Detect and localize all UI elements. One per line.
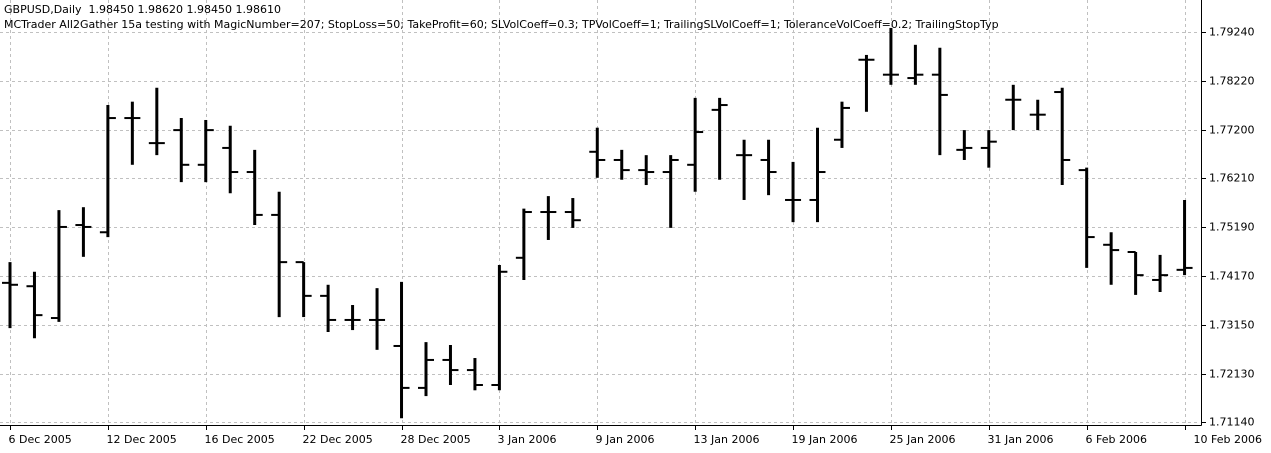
x-tick-label: 9 Jan 2006 [596, 433, 655, 446]
x-tick-label: 12 Dec 2005 [107, 433, 177, 446]
x-tick-label: 13 Jan 2006 [694, 433, 760, 446]
y-tick-label: 1.78220 [1209, 75, 1255, 88]
x-tick-label: 10 Feb 2006 [1194, 433, 1262, 446]
x-tick-label: 28 Dec 2005 [401, 433, 471, 446]
header: GBPUSD,Daily 1.98450 1.98620 1.98450 1.9… [4, 3, 999, 31]
y-tick-label: 1.76210 [1209, 172, 1255, 185]
x-tick-label: 19 Jan 2006 [792, 433, 858, 446]
y-tick-label: 1.79240 [1209, 26, 1255, 39]
y-tick-label: 1.72130 [1209, 368, 1255, 381]
x-tick-label: 3 Jan 2006 [498, 433, 557, 446]
y-tick-label: 1.71140 [1209, 416, 1255, 429]
chart-subtitle: MCTrader All2Gather 15a testing with Mag… [4, 18, 999, 31]
x-tick-label: 16 Dec 2005 [205, 433, 275, 446]
y-tick-label: 1.73150 [1209, 319, 1255, 332]
chart-title: GBPUSD,Daily 1.98450 1.98620 1.98450 1.9… [4, 3, 281, 16]
bars [2, 27, 1193, 419]
axes: 1.71140 1.72130 1.73150 1.74170 1.75190 1.762… [0, 0, 1262, 446]
x-tick-label: 31 Jan 2006 [988, 433, 1054, 446]
x-tick-label: 6 Feb 2006 [1086, 433, 1147, 446]
x-tick-label: 25 Jan 2006 [890, 433, 956, 446]
x-tick-label: 22 Dec 2005 [303, 433, 373, 446]
y-tick-label: 1.75190 [1209, 221, 1255, 234]
y-tick-label: 1.74170 [1209, 270, 1255, 283]
y-tick-label: 1.77200 [1209, 124, 1255, 137]
x-tick-label: 6 Dec 2005 [9, 433, 72, 446]
